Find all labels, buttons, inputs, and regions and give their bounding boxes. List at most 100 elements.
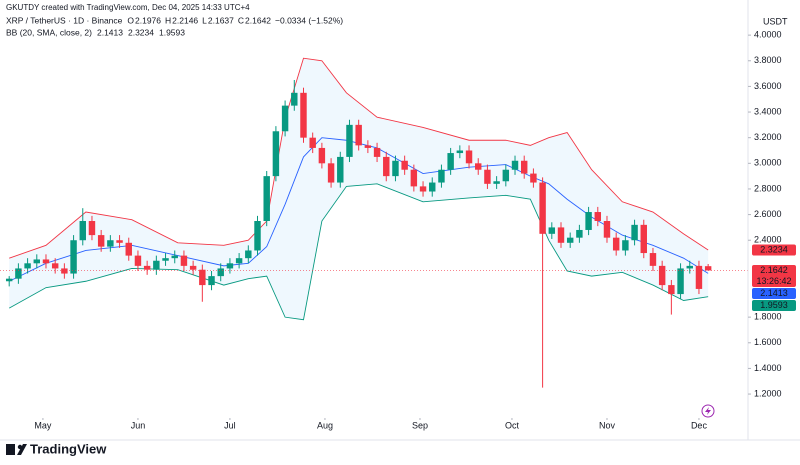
candle-body	[97, 235, 105, 247]
candle-body	[686, 265, 693, 269]
candle-body	[254, 221, 261, 251]
countdown: 13:26:42	[756, 276, 791, 286]
candle-body	[70, 240, 77, 274]
candle-body	[272, 131, 280, 177]
candle-body	[134, 255, 142, 266]
candle-body	[511, 160, 519, 170]
candle-body	[51, 263, 59, 269]
candle-body	[245, 250, 252, 259]
candle-body	[622, 240, 629, 251]
x-tick-label: May	[34, 420, 52, 430]
ohlc-letter: C	[238, 15, 244, 25]
candle-body	[594, 212, 602, 221]
credit: GKUTDY created with TradingView.com, Dec…	[6, 3, 250, 12]
candle-body	[373, 147, 381, 157]
ohlc-letter: H	[165, 15, 171, 25]
candle-body	[410, 169, 418, 187]
candle-body	[557, 227, 565, 243]
candle-body	[226, 263, 234, 269]
candle-body	[189, 265, 197, 270]
ohlc-value: 2.1637	[208, 15, 234, 25]
price-badge-label: 2.1413	[760, 288, 788, 298]
candle-body	[107, 240, 114, 247]
indicator-value: 1.9593	[159, 27, 185, 37]
candle-body	[576, 229, 583, 238]
candle-body	[300, 92, 307, 138]
candle-body	[392, 160, 399, 177]
ohlc-letter: O	[127, 15, 134, 25]
candle-body	[235, 258, 243, 264]
candle-body	[309, 137, 316, 148]
candle-body	[355, 124, 362, 146]
logo-mark	[6, 444, 15, 455]
candle-body	[88, 221, 96, 236]
candle-body	[5, 278, 13, 282]
x-tick-label: Jul	[224, 420, 236, 430]
candle-body	[15, 268, 22, 279]
candle-body	[640, 224, 647, 254]
y-tick-label: 3.6000	[754, 81, 782, 91]
ohlc-value: 2.2146	[172, 15, 198, 25]
price-badge	[752, 287, 796, 299]
candle-body	[291, 92, 298, 106]
plot-area	[0, 57, 748, 388]
indicator-value: 2.1413	[97, 27, 123, 37]
candle-body	[585, 212, 592, 230]
logo-text: TradingView	[30, 441, 107, 456]
candle-body	[484, 169, 491, 184]
y-tick-label: 2.8000	[754, 183, 782, 193]
y-tick-label: 1.2000	[754, 388, 782, 398]
candle-body	[530, 173, 537, 183]
price-badge	[752, 299, 796, 311]
candle-body	[383, 156, 390, 177]
candle-body	[79, 221, 86, 241]
y-axis-label: USDT	[763, 16, 788, 26]
ohlc-value: 2.1642	[245, 15, 271, 25]
x-tick-label: Aug	[317, 420, 333, 430]
symbol: XRP / TetherUS · 1D · Binance	[6, 15, 123, 25]
y-tick-label: 3.0000	[754, 158, 782, 168]
candle-body	[199, 269, 206, 286]
candle-body	[502, 169, 510, 182]
price-badge-label: 1.9593	[760, 300, 788, 310]
y-tick-label: 3.2000	[754, 132, 782, 142]
candle-body	[419, 186, 427, 192]
candle-body	[364, 145, 372, 148]
candle-body	[401, 160, 408, 170]
ohlc-value: 2.1976	[135, 15, 161, 25]
x-tick-label: Dec	[691, 420, 708, 430]
y-tick-label: 1.8000	[754, 312, 782, 322]
candle-body	[695, 265, 703, 289]
candle-body	[677, 268, 684, 295]
candle-body	[493, 181, 500, 184]
candle-body	[668, 285, 675, 295]
candle-body	[429, 182, 436, 192]
y-tick-label: 4.0000	[754, 30, 782, 40]
candle-body	[125, 242, 132, 256]
event-icon	[705, 407, 711, 415]
candle-body	[33, 259, 41, 264]
price-badge-label: 2.1642	[760, 265, 788, 275]
logo-mark	[17, 444, 27, 455]
ohlc-letter: L	[202, 15, 207, 25]
candle-body	[337, 156, 344, 183]
y-tick-label: 2.4000	[754, 235, 782, 245]
lightning-icon	[701, 404, 715, 418]
candle-body	[438, 169, 445, 183]
band-line	[8, 183, 709, 321]
candle-body	[447, 153, 454, 170]
band-line	[9, 57, 709, 259]
candle-body	[42, 259, 50, 264]
candle-body	[318, 147, 326, 164]
candle-body	[61, 268, 68, 274]
candle-body	[475, 163, 482, 170]
candle-body	[281, 105, 289, 132]
change: −0.0334 (−1.52%)	[275, 15, 343, 25]
x-tick-label: Jun	[131, 420, 146, 430]
x-tick-label: Sep	[412, 420, 428, 430]
candle-body	[116, 240, 123, 243]
logo: TradingView	[6, 441, 107, 456]
candle-body	[327, 163, 335, 183]
x-tick-label: Nov	[599, 420, 616, 430]
candle-body	[143, 265, 151, 270]
